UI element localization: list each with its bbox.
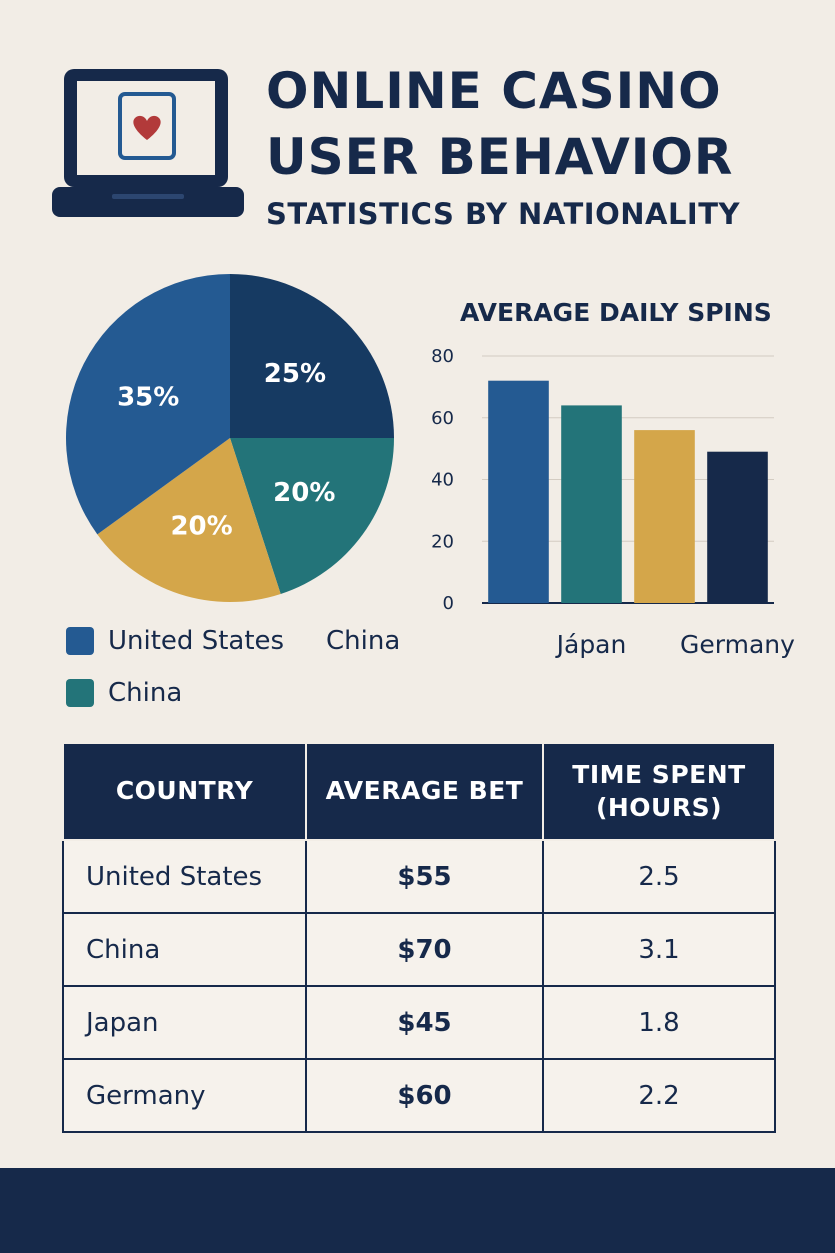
cell-average-bet: $45 <box>305 985 544 1060</box>
cell-time-spent: 2.5 <box>542 839 776 914</box>
cell-average-bet: $60 <box>305 1058 544 1133</box>
y-tick-label: 20 <box>431 531 454 552</box>
pie-slice-label: 25% <box>264 359 326 389</box>
legend-label: United States <box>108 626 285 656</box>
table-header-row: COUNTRY AVERAGE BET TIME SPENT (HOURS) <box>62 742 776 841</box>
pie-slice-label: 20% <box>170 511 232 541</box>
table-row: Germany $60 2.2 <box>62 1058 776 1133</box>
bar <box>561 405 622 603</box>
legend-item: China <box>326 626 400 656</box>
legend-swatch <box>66 627 94 655</box>
legend-item: United States <box>66 626 284 656</box>
column-header-country: COUNTRY <box>62 742 307 841</box>
y-tick-label: 60 <box>431 408 454 429</box>
laptop-card-heart-icon <box>52 69 244 217</box>
column-header-average-bet: AVERAGE BET <box>305 742 544 841</box>
cell-country: United States <box>62 839 307 914</box>
page-title-line-2: USER BEHAVIOR <box>266 128 734 186</box>
pie-legend: United States China China <box>66 626 426 716</box>
x-category-label: Germany <box>680 630 795 659</box>
column-header-time-spent: TIME SPENT (HOURS) <box>542 742 776 841</box>
table-row: China $70 3.1 <box>62 912 776 987</box>
cell-time-spent: 3.1 <box>542 912 776 987</box>
cell-average-bet: $55 <box>305 839 544 914</box>
table-row: United States $55 2.5 <box>62 839 776 914</box>
cell-time-spent: 1.8 <box>542 985 776 1060</box>
pie-slice-label: 20% <box>273 478 335 508</box>
y-tick-label: 80 <box>431 346 454 367</box>
pie-slice <box>65 274 230 535</box>
pie-slice <box>97 438 281 602</box>
bar <box>488 380 549 603</box>
page-subtitle: STATISTICS BY NATIONALITY <box>266 197 741 231</box>
pie-slice <box>230 438 394 594</box>
legend-swatch <box>66 679 94 707</box>
nationality-pie-chart: 25% 20% 20% 35% <box>65 274 394 602</box>
legend-label: China <box>326 626 401 656</box>
bar <box>634 430 695 603</box>
y-tick-label: 0 <box>443 593 454 614</box>
cell-time-spent: 2.2 <box>542 1058 776 1133</box>
pie-slice-label: 35% <box>117 382 179 412</box>
cell-average-bet: $70 <box>305 912 544 987</box>
stats-table: COUNTRY AVERAGE BET TIME SPENT (HOURS) U… <box>62 742 776 1133</box>
table-row: Japan $45 1.8 <box>62 985 776 1060</box>
bar-chart-title: AVERAGE DAILY SPINS <box>460 298 772 327</box>
pie-slice <box>230 274 394 438</box>
y-tick-label: 40 <box>431 470 454 491</box>
page-title-line-1: ONLINE CASINO <box>266 62 722 120</box>
cell-country: Japan <box>62 985 307 1060</box>
legend-label: China <box>108 678 183 708</box>
legend-item: China <box>66 678 182 708</box>
footer-band <box>0 1168 835 1253</box>
cell-country: China <box>62 912 307 987</box>
x-category-label: Jápan <box>555 630 627 659</box>
daily-spins-bar-chart: 0 20 40 60 80 Jápan Germany <box>431 346 795 659</box>
cell-country: Germany <box>62 1058 307 1133</box>
bar <box>707 451 768 603</box>
